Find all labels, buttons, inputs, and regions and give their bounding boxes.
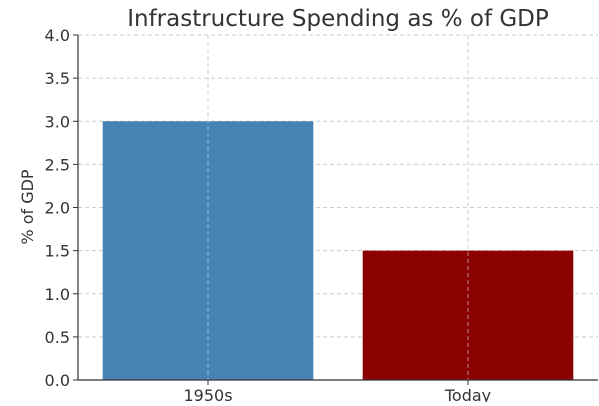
y-tick-label: 4.0	[45, 26, 70, 45]
y-tick-labels: 0.0 0.5 1.0 1.5 2.0 2.5 3.0 3.5 4.0	[45, 26, 70, 390]
x-tick-label: 1950s	[183, 386, 232, 402]
y-tick-label: 2.0	[45, 199, 70, 218]
y-tick-label: 0.0	[45, 371, 70, 390]
x-tick-labels: 1950s Today	[183, 386, 491, 405]
y-tick-label: 1.0	[45, 285, 70, 304]
y-tick-label: 3.5	[45, 69, 70, 88]
y-tick-label: 3.0	[45, 112, 70, 131]
y-tick-label: 2.5	[45, 155, 70, 174]
y-tick-label: 0.5	[45, 328, 70, 347]
bar-1950s	[102, 121, 314, 380]
y-tick-label: 1.5	[45, 242, 70, 261]
chart-title: Infrastructure Spending as % of GDP	[127, 6, 549, 32]
y-axis-label: % of GDP	[18, 169, 37, 245]
bars	[102, 35, 574, 380]
x-tick-label: Today	[444, 386, 491, 402]
axes	[73, 34, 598, 385]
